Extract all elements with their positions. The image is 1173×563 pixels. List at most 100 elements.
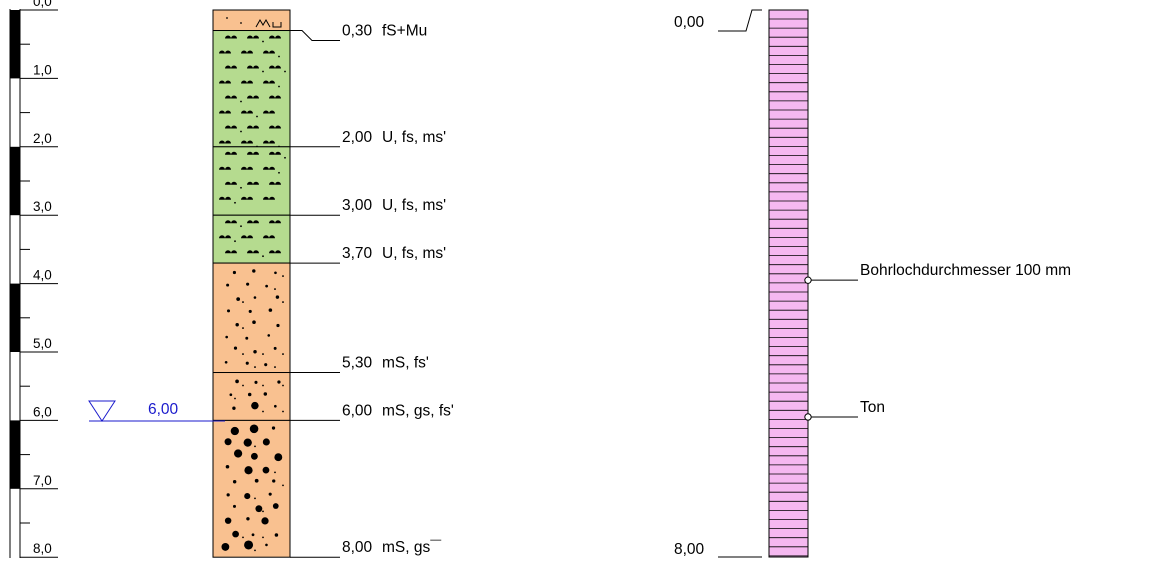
pattern-grain: [254, 380, 258, 384]
pattern-grain: [253, 296, 257, 299]
scale-black-segment: [10, 10, 20, 79]
pattern-dot: [282, 275, 284, 277]
pattern-dot: [242, 384, 244, 387]
pattern-grain: [274, 404, 277, 408]
pattern-dot: [240, 225, 242, 228]
pattern-dot: [256, 115, 258, 118]
pattern-silt-mark: [269, 151, 281, 155]
pattern-dot: [254, 549, 256, 552]
pattern-dot: [274, 288, 276, 290]
groundwater-depth-label: 6,00: [148, 401, 179, 418]
scale-depth-label: 5,0: [33, 336, 52, 351]
layer-description: U, fs, ms': [382, 197, 446, 214]
layer-description: mS, fs': [382, 355, 429, 372]
pattern-silt-mark: [219, 50, 231, 54]
pattern-grain: [244, 466, 253, 475]
soil-layer: [212, 372, 291, 421]
pattern-silt-mark: [241, 50, 253, 54]
scale-depth-label: 7,0: [33, 473, 52, 488]
pattern-dot: [254, 497, 256, 500]
pattern-grain: [271, 426, 276, 430]
pattern-dot: [254, 445, 256, 448]
pattern-silt-mark: [241, 110, 253, 114]
pattern-silt-mark: [269, 220, 281, 224]
soil-pattern-silt: [219, 220, 281, 258]
pattern-silt-mark: [247, 65, 259, 69]
pattern-grain: [268, 492, 272, 496]
pattern-dot: [242, 327, 244, 329]
pattern-grain: [224, 438, 232, 446]
layer-depth-label: 3,70: [342, 245, 373, 262]
pattern-silt-mark: [263, 110, 275, 114]
pattern-silt-mark: [269, 35, 281, 39]
pattern-grain: [232, 480, 237, 484]
pattern-dot: [278, 55, 280, 58]
pattern-dot: [262, 536, 264, 539]
well-annotation-label: Ton: [860, 399, 885, 416]
soil-column: 0,30 fS+Mu 2,00 U, fs, ms' 3,00 U, fs, ms' 3,7…: [212, 9, 454, 558]
pattern-grain: [263, 392, 268, 396]
soil-layer: [212, 262, 291, 374]
pattern-grain: [232, 406, 236, 410]
pattern-dot: [262, 70, 264, 73]
pattern-dot: [282, 410, 284, 413]
pattern-dot: [262, 353, 264, 355]
pattern-silt-mark: [247, 220, 259, 224]
pattern-grain: [244, 540, 254, 550]
pattern-grass: [255, 19, 271, 28]
scale-depth-label: 1,0: [33, 62, 52, 77]
pattern-grain: [274, 271, 277, 275]
pattern-grain: [235, 322, 239, 327]
pattern-silt-mark: [241, 196, 253, 200]
pattern-silt-mark: [263, 50, 275, 54]
pattern-grain: [277, 380, 281, 384]
well-column: 0,00 8,00 Bohrlochdurchmesser 100 mm Ton: [674, 9, 1071, 558]
pattern-grain: [262, 466, 270, 474]
pattern-grain: [235, 379, 239, 384]
pattern-silt-mark: [225, 125, 237, 129]
pattern-silt-mark: [225, 65, 237, 69]
pattern-dot: [234, 201, 236, 204]
pattern-silt-mark: [247, 250, 259, 254]
pattern-dot: [242, 353, 244, 355]
layer-leader-line: [290, 30, 340, 42]
pattern-dot: [240, 186, 242, 189]
well-annotation-marker: [804, 276, 812, 284]
pattern-silt-mark: [263, 166, 275, 170]
well-annotation-marker: [804, 413, 812, 421]
pattern-grain: [274, 453, 283, 462]
scale-depth-label: 8,0: [33, 541, 52, 556]
pattern-grain: [225, 464, 230, 469]
pattern-dot: [282, 353, 284, 355]
scale-black-segment: [10, 146, 20, 216]
pattern-dot: [278, 85, 280, 88]
scale-black-segment: [10, 283, 20, 352]
layer-description: mS, gs, fs': [382, 402, 454, 419]
pattern-dot: [242, 301, 244, 303]
pattern-dot: [240, 100, 242, 103]
pattern-grain: [233, 449, 243, 458]
pattern-grain: [236, 297, 241, 301]
pattern-silt-mark: [263, 196, 275, 200]
pattern-grain: [253, 350, 257, 354]
pattern-grain: [274, 533, 279, 537]
scale-depth-label: 2,0: [33, 131, 52, 146]
well-annotation-label: Bohrlochdurchmesser 100 mm: [860, 262, 1071, 279]
scale-depth-label: 0,0: [33, 0, 52, 9]
groundwater-level: 6,00: [88, 400, 225, 422]
pattern-grain: [268, 308, 273, 312]
pattern-dot: [274, 366, 276, 368]
pattern-dot: [240, 22, 242, 24]
pattern-grain: [243, 438, 252, 447]
pattern-dot: [282, 384, 284, 387]
pattern-silt-mark: [225, 35, 237, 39]
well-top-leader: [718, 9, 762, 32]
soil-pattern-sand-coarse: [229, 379, 284, 413]
pattern-dot: [262, 410, 264, 413]
layer-depth-label: 0,30: [342, 23, 373, 40]
pattern-grain: [226, 283, 230, 287]
pattern-dot: [278, 171, 280, 174]
layer-description: U, fs, ms': [382, 245, 446, 262]
pattern-silt-mark: [247, 35, 259, 39]
pattern-grain: [226, 493, 230, 497]
